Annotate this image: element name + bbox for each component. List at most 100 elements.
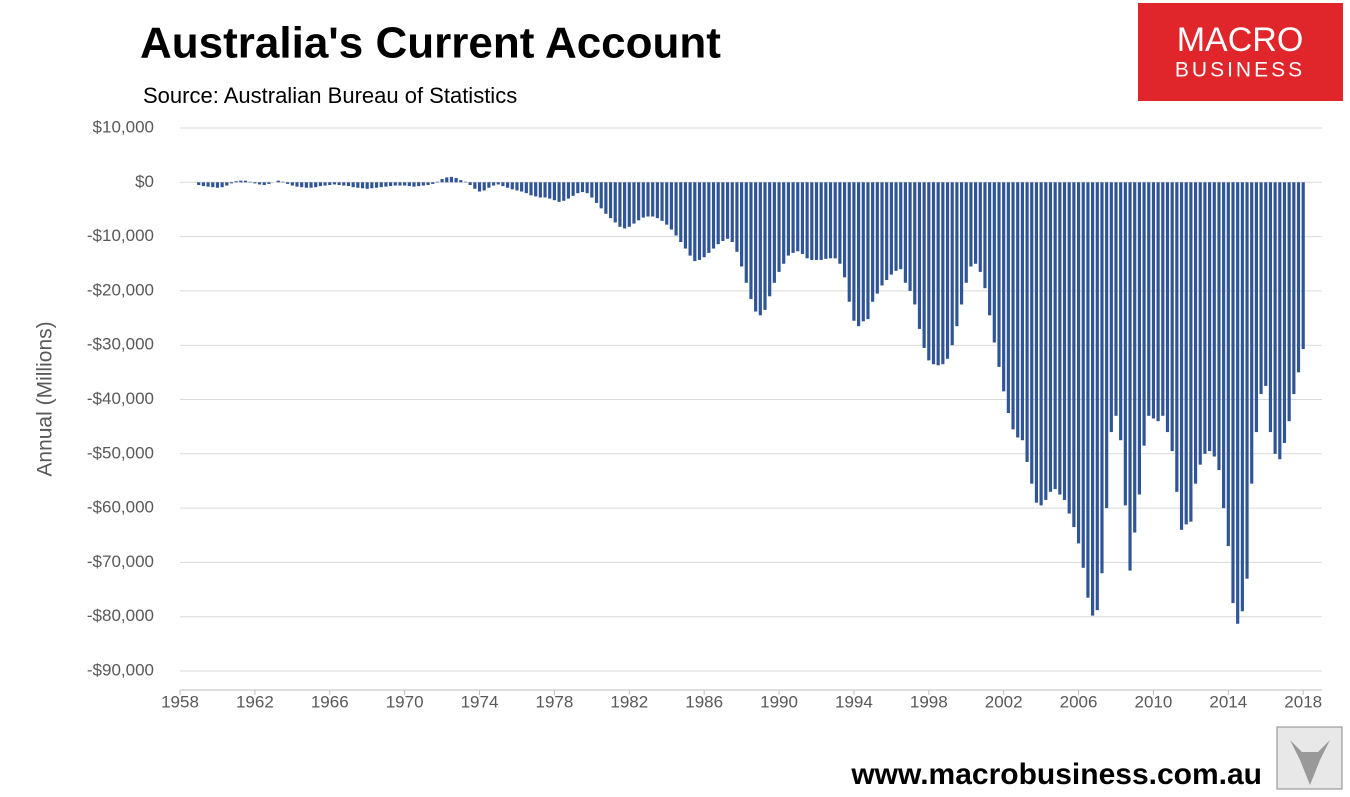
bar [861, 182, 865, 322]
bar [917, 182, 922, 329]
bar [889, 182, 893, 275]
bar [248, 181, 252, 183]
bar [927, 182, 931, 361]
bar [969, 182, 973, 267]
bar [201, 182, 205, 187]
bar [220, 182, 224, 188]
bar [908, 182, 912, 291]
bar [1226, 182, 1230, 547]
footer-url: www.macrobusiness.com.au [850, 758, 1262, 791]
bar [328, 182, 332, 186]
bar [1184, 182, 1188, 525]
bar [506, 182, 510, 188]
bar [824, 182, 828, 259]
bar [281, 181, 285, 183]
x-tick-label: 1978 [535, 692, 573, 711]
bar [1240, 182, 1244, 612]
bar [421, 182, 425, 186]
bar [1123, 182, 1127, 506]
bar [791, 182, 795, 253]
bar [1179, 182, 1184, 530]
bar [1282, 182, 1287, 443]
bar [473, 182, 477, 189]
bar [683, 182, 688, 249]
bar [407, 182, 411, 187]
bar [435, 181, 439, 183]
bar [922, 182, 926, 348]
fox-icon [1290, 740, 1330, 785]
bar [1062, 182, 1067, 500]
bar [974, 182, 978, 264]
bar [257, 182, 262, 185]
y-tick-label: -$80,000 [87, 606, 154, 625]
bar [1198, 182, 1202, 465]
x-tick-label: 1982 [610, 692, 648, 711]
bar [482, 182, 486, 191]
bar [702, 182, 706, 258]
bar [304, 182, 308, 188]
chart-title: Australia's Current Account [140, 19, 721, 68]
bar [552, 182, 556, 201]
y-axis-label: Annual (Millions) [34, 321, 57, 476]
bar [707, 182, 711, 253]
bar [1231, 182, 1235, 604]
bar [1011, 182, 1015, 430]
bar [758, 182, 762, 316]
bar [403, 182, 407, 186]
y-tick-label: -$10,000 [87, 226, 154, 245]
bar [318, 182, 322, 187]
x-tick-label: 2002 [985, 692, 1023, 711]
bar [693, 182, 697, 262]
bar [346, 182, 351, 187]
x-tick-label: 2018 [1284, 692, 1322, 711]
bar [314, 182, 318, 188]
bar [936, 182, 940, 366]
bar [440, 179, 444, 183]
bar [1025, 182, 1029, 462]
bar [585, 182, 589, 194]
bar [300, 182, 304, 188]
bar [660, 182, 664, 221]
bar [370, 182, 374, 189]
bar [1259, 182, 1263, 395]
bar [1133, 182, 1137, 533]
bar [1016, 182, 1020, 438]
bar [1072, 182, 1076, 528]
bar [529, 182, 533, 196]
bar [669, 182, 673, 230]
bar [871, 182, 875, 302]
bar [1020, 182, 1024, 441]
bar [688, 182, 692, 256]
bar [286, 182, 290, 184]
bar [197, 182, 201, 186]
x-tick-label: 1970 [386, 692, 424, 711]
bar [1296, 182, 1301, 373]
bar [749, 182, 753, 300]
bar [538, 182, 542, 198]
bar [796, 182, 800, 252]
bar [735, 182, 739, 252]
bar [1095, 182, 1099, 611]
bar [978, 182, 982, 272]
y-tick-label: -$70,000 [87, 552, 154, 571]
bar [959, 182, 964, 305]
bar [1245, 182, 1249, 579]
bar [623, 182, 627, 229]
bar [1212, 182, 1216, 457]
bar [885, 182, 889, 281]
bar [520, 182, 524, 192]
bar [1151, 182, 1156, 419]
bar [426, 182, 430, 186]
bar [1006, 182, 1010, 414]
bar [562, 182, 566, 201]
bar [875, 182, 879, 294]
bar [590, 182, 594, 198]
bar [1119, 182, 1123, 441]
bar [1105, 182, 1109, 509]
bar [295, 182, 299, 187]
bar [641, 182, 645, 218]
y-tick-label: $0 [135, 172, 154, 191]
bar [1086, 182, 1090, 598]
